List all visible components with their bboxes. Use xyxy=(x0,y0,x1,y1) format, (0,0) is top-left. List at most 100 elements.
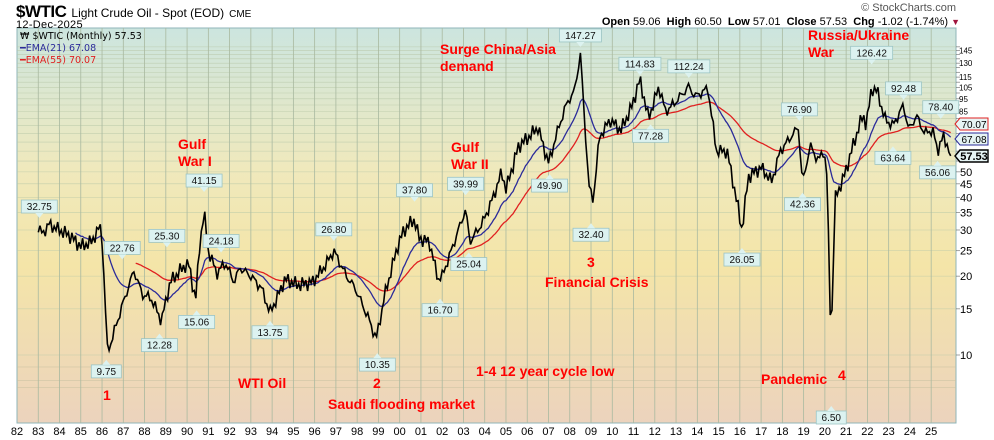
price-label-text: 41.15 xyxy=(192,176,217,187)
y-tick-label: 130 xyxy=(959,59,973,68)
high-label: High xyxy=(666,16,692,28)
price-label: 63.64 xyxy=(874,146,912,165)
x-tick-label: 11 xyxy=(628,426,639,438)
open-label: Open xyxy=(601,16,630,28)
plot-area xyxy=(16,27,957,424)
bar-chart-icon: ₩ xyxy=(20,31,30,42)
x-tick-label: 93 xyxy=(245,426,257,438)
x-tick-label: 16 xyxy=(734,426,746,438)
annotation-gulf-war-2: Gulf War II xyxy=(451,139,489,173)
x-tick-label: 84 xyxy=(53,426,65,438)
x-tick-label: 25 xyxy=(925,426,937,438)
legend-ema21-label: EMA(21) 67.08 xyxy=(25,43,97,54)
price-label: 12.28 xyxy=(141,333,178,353)
price-label-pointer xyxy=(410,196,419,202)
price-label-text: 12.28 xyxy=(147,341,172,352)
value-tag-box xyxy=(954,132,989,146)
price-label-pointer xyxy=(576,41,585,47)
x-tick-label: 07 xyxy=(542,426,554,438)
price-label: 77.28 xyxy=(632,124,669,143)
x-tick-label: 24 xyxy=(904,426,916,438)
price-label-pointer xyxy=(436,298,445,304)
value-tag: 70.07 xyxy=(954,117,989,131)
price-label-pointer xyxy=(646,124,655,130)
price-label: 25.04 xyxy=(450,252,488,271)
copyright[interactable]: © StockCharts.com xyxy=(861,2,956,14)
price-label: 16.70 xyxy=(421,298,459,318)
price-label: 114.83 xyxy=(618,56,662,76)
annotation-russia-ukraine: Russia/Ukraine War xyxy=(808,27,909,61)
price-label-pointer xyxy=(936,113,945,119)
price-label-text: 9.75 xyxy=(97,367,117,378)
ema55-line xyxy=(135,101,951,292)
x-tick-label: 91 xyxy=(202,426,214,438)
legend-ema55-label: EMA(55) 70.07 xyxy=(25,55,97,66)
price-label-pointer xyxy=(684,72,693,78)
price-label: 76.90 xyxy=(780,102,818,121)
value-tag-text: 57.53 xyxy=(960,151,988,163)
price-label-text: 22.76 xyxy=(110,243,135,254)
price-label-text: 6.50 xyxy=(822,413,842,424)
annotation-gulf1-line2: War I xyxy=(178,153,212,169)
x-tick-label: 89 xyxy=(160,426,172,438)
x-tick-label: 22 xyxy=(861,426,873,438)
price-label: 26.80 xyxy=(315,222,353,241)
x-tick-label: 13 xyxy=(670,426,682,438)
price-label-text: 126.42 xyxy=(856,48,887,59)
x-tick-label: 19 xyxy=(797,426,809,438)
legend-ema21: ━EMA(21) 67.08 xyxy=(20,43,97,54)
price-label: 25.30 xyxy=(148,228,186,248)
price-label: 24.18 xyxy=(202,234,240,253)
x-tick-label: 18 xyxy=(776,426,788,438)
x-tick-label: 83 xyxy=(32,426,44,438)
annotation-2: 2 xyxy=(373,375,381,391)
x-tick-label: 99 xyxy=(372,426,384,438)
chg-value: -1.02 (-1.74%) xyxy=(877,16,949,28)
annotation-gulf2-line1: Gulf xyxy=(451,139,479,155)
price-label-pointer xyxy=(933,160,942,166)
x-tick-label: 23 xyxy=(883,426,895,438)
x-tick-label: 02 xyxy=(436,426,448,438)
price-label: 41.15 xyxy=(185,173,223,193)
annotation-cycle-low: 1-4 12 year cycle low xyxy=(476,363,615,379)
annotation-gulf2-line2: War II xyxy=(451,156,489,172)
price-label-pointer xyxy=(587,223,596,229)
high-value: 60.50 xyxy=(694,16,722,28)
legend-ema55: ━EMA(55) 70.07 xyxy=(20,55,97,66)
price-label-pointer xyxy=(35,213,44,219)
y-tick-label: 20 xyxy=(960,271,972,283)
price-label-pointer xyxy=(867,59,876,65)
symbol: $WTIC xyxy=(16,2,67,21)
low-label: Low xyxy=(727,16,750,28)
price-label-text: 92.48 xyxy=(891,84,916,95)
price-label-pointer xyxy=(635,70,644,76)
value-tag-text: 70.07 xyxy=(961,120,986,131)
price-label-text: 25.04 xyxy=(456,260,481,271)
price-label-text: 24.18 xyxy=(209,237,234,248)
open-value: 59.06 xyxy=(633,16,661,28)
ohlc-summary: Open 59.06 High 60.50 Low 57.01 Close 57… xyxy=(602,16,960,28)
price-label-pointer xyxy=(373,353,382,359)
value-tag: 57.53 xyxy=(954,149,989,163)
x-tick-label: 15 xyxy=(712,426,724,438)
value-tag: 67.08 xyxy=(954,132,989,146)
price-label: 112.24 xyxy=(667,59,711,78)
x-tick-label: 08 xyxy=(564,426,576,438)
x-tick-label: 90 xyxy=(181,426,193,438)
x-tick-label: 98 xyxy=(351,426,363,438)
x-tick-label: 00 xyxy=(394,426,406,438)
price-label: 10.35 xyxy=(358,353,396,372)
price-label: 6.50 xyxy=(815,406,847,425)
y-tick-label: 15 xyxy=(960,304,972,316)
annotation-gulf1-line1: Gulf xyxy=(178,136,206,152)
x-tick-label: 10 xyxy=(606,426,618,438)
value-tag-box xyxy=(954,149,989,163)
price-label: 78.40 xyxy=(922,100,960,119)
y-tick-label: 115 xyxy=(959,73,972,82)
x-tick-label: 86 xyxy=(96,426,108,438)
price-label-pointer xyxy=(795,115,804,121)
price-label-text: 32.75 xyxy=(27,202,52,213)
price-label-text: 78.40 xyxy=(928,103,953,114)
y-tick-label: 50 xyxy=(960,167,972,179)
